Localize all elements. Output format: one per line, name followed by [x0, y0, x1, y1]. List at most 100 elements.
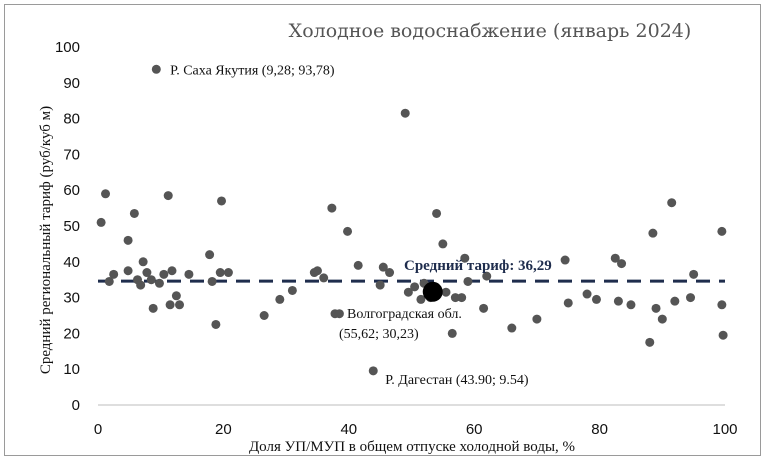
y-tick-label: 70 [63, 146, 80, 163]
data-point [657, 314, 667, 324]
data-point [215, 268, 225, 278]
annotation-dagestan: Р. Дагестан (43.90; 9.54) [385, 373, 529, 388]
data-point [645, 337, 655, 347]
highlight-point-volgograd [422, 281, 443, 302]
data-point [717, 300, 727, 310]
y-tick-label: 0 [72, 397, 80, 414]
data-point [718, 330, 728, 340]
y-axis-label: Средний региональный тариф (руб/куб м) [38, 106, 54, 374]
data-point [148, 303, 158, 313]
data-point [223, 268, 233, 278]
y-tick-label: 20 [63, 325, 80, 342]
highlight-label-coords: (55,62; 30,23) [339, 327, 419, 342]
highlight-label-name: Волгоградская обл. [347, 307, 462, 322]
data-point [109, 269, 119, 279]
y-tick-label: 10 [63, 361, 80, 378]
data-point [651, 303, 661, 313]
data-point [184, 269, 194, 279]
y-tick-label: 100 [55, 39, 80, 56]
data-point [689, 269, 699, 279]
data-point [457, 293, 467, 303]
x-tick-label: 100 [712, 421, 737, 438]
data-point [167, 266, 177, 276]
data-point [129, 208, 139, 218]
chart-title: Холодное водоснабжение (январь 2024) [289, 20, 692, 42]
data-point [648, 228, 658, 238]
data-point [375, 280, 385, 290]
data-points [96, 64, 728, 376]
data-point [207, 276, 217, 286]
data-point [104, 276, 114, 286]
data-point [582, 289, 592, 299]
data-point [400, 108, 410, 118]
data-point [123, 266, 133, 276]
data-point [591, 294, 601, 304]
data-point [385, 268, 395, 278]
chart-frame [4, 4, 761, 456]
y-tick-label: 60 [63, 182, 80, 199]
data-point [211, 319, 221, 329]
data-point [368, 366, 378, 376]
data-point [138, 257, 148, 267]
data-point [670, 296, 680, 306]
data-point [560, 255, 570, 265]
data-point [432, 208, 442, 218]
data-point [159, 269, 169, 279]
x-tick-label: 20 [215, 421, 232, 438]
data-point [353, 260, 363, 270]
x-axis-label: Доля УП/МУП в общем отпуске холодной вод… [249, 439, 575, 455]
y-tick-label: 50 [63, 218, 80, 235]
data-point [438, 239, 448, 249]
x-tick-label: 0 [94, 421, 102, 438]
data-point [123, 235, 133, 245]
data-point [717, 226, 727, 236]
data-point [416, 294, 426, 304]
y-tick-label: 90 [63, 75, 80, 92]
data-point [447, 328, 457, 338]
data-point [686, 293, 696, 303]
data-point [101, 189, 111, 199]
data-point [403, 287, 413, 297]
y-tick-label: 80 [63, 111, 80, 128]
x-tick-labels: 0 20 40 60 80 100 [94, 421, 738, 438]
data-point [410, 282, 420, 292]
data-point [275, 294, 285, 304]
data-point [165, 300, 175, 310]
data-point [171, 291, 181, 301]
data-point [563, 298, 573, 308]
annotation-sakha: Р. Саха Якутия (9,28; 93,78) [170, 63, 335, 78]
data-point [378, 262, 388, 272]
y-tick-label: 30 [63, 290, 80, 307]
data-point [667, 198, 677, 208]
data-point [617, 259, 627, 269]
data-point [142, 268, 152, 278]
data-point [312, 266, 322, 276]
data-point [327, 203, 337, 213]
x-tick-label: 40 [340, 421, 357, 438]
data-point [441, 287, 451, 297]
x-tick-label: 60 [466, 421, 483, 438]
data-point [151, 64, 161, 74]
y-tick-label: 40 [63, 254, 80, 271]
data-point [319, 273, 329, 283]
data-point [450, 293, 460, 303]
data-point [154, 278, 164, 288]
x-tick-label: 80 [591, 421, 608, 438]
data-point [532, 314, 542, 324]
mean-tariff-label: Средний тариф: 36,29 [404, 258, 552, 274]
data-point [479, 303, 489, 313]
data-point [613, 296, 623, 306]
y-tick-labels: 0 10 20 30 40 50 60 70 80 90 100 [55, 39, 80, 414]
data-point [463, 276, 473, 286]
data-point [146, 275, 156, 285]
data-point [334, 309, 344, 319]
data-point [287, 285, 297, 295]
data-point [163, 191, 173, 201]
data-point [175, 300, 185, 310]
data-point [259, 311, 269, 320]
data-point [96, 217, 106, 227]
data-point [507, 323, 517, 333]
data-point [217, 196, 227, 206]
data-point [136, 280, 146, 290]
